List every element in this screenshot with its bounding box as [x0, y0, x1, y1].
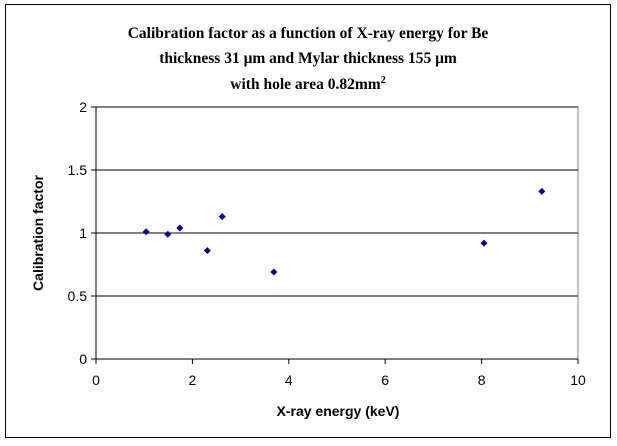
chart-title: Calibration factor as a function of X-ra…	[128, 25, 489, 93]
chart-title-superscript: 2	[381, 75, 386, 86]
y-axis-title: Calibration factor	[30, 174, 46, 290]
y-tick-label: 1	[79, 225, 87, 241]
chart-title-line-3: with hole area 0.82mm2	[230, 75, 385, 93]
x-tick-label: 6	[381, 372, 389, 388]
x-tick-label: 2	[189, 372, 197, 388]
x-axis-title: X-ray energy (keV)	[277, 403, 400, 419]
data-point	[538, 187, 546, 195]
data-point	[142, 228, 150, 236]
chart-title-line-1: Calibration factor as a function of X-ra…	[128, 25, 489, 42]
x-axis-ticks: 0 2 4 6 8 10	[92, 359, 586, 388]
y-tick-label: 2	[79, 99, 87, 115]
data-point	[164, 230, 172, 238]
y-tick-label: 0	[79, 351, 87, 367]
data-point	[218, 213, 226, 221]
x-tick-label: 10	[570, 372, 586, 388]
plot-area: 0 2 4 6 8 10 0 0.5 1 1.5 2	[68, 99, 586, 388]
data-point	[176, 224, 184, 232]
data-points	[142, 187, 546, 276]
y-tick-label: 0.5	[68, 288, 88, 304]
y-axis-ticks: 0 0.5 1 1.5 2	[68, 99, 96, 367]
data-point	[270, 268, 278, 276]
y-tick-label: 1.5	[68, 162, 88, 178]
data-point	[203, 247, 211, 255]
chart-title-line-2: thickness 31 μm and Mylar thickness 155 …	[159, 50, 457, 67]
data-point	[480, 239, 488, 247]
x-tick-label: 0	[92, 372, 100, 388]
x-tick-label: 4	[285, 372, 293, 388]
x-tick-label: 8	[478, 372, 486, 388]
chart-title-line-3-text: with hole area 0.82mm	[230, 76, 380, 93]
gridlines	[96, 106, 578, 297]
